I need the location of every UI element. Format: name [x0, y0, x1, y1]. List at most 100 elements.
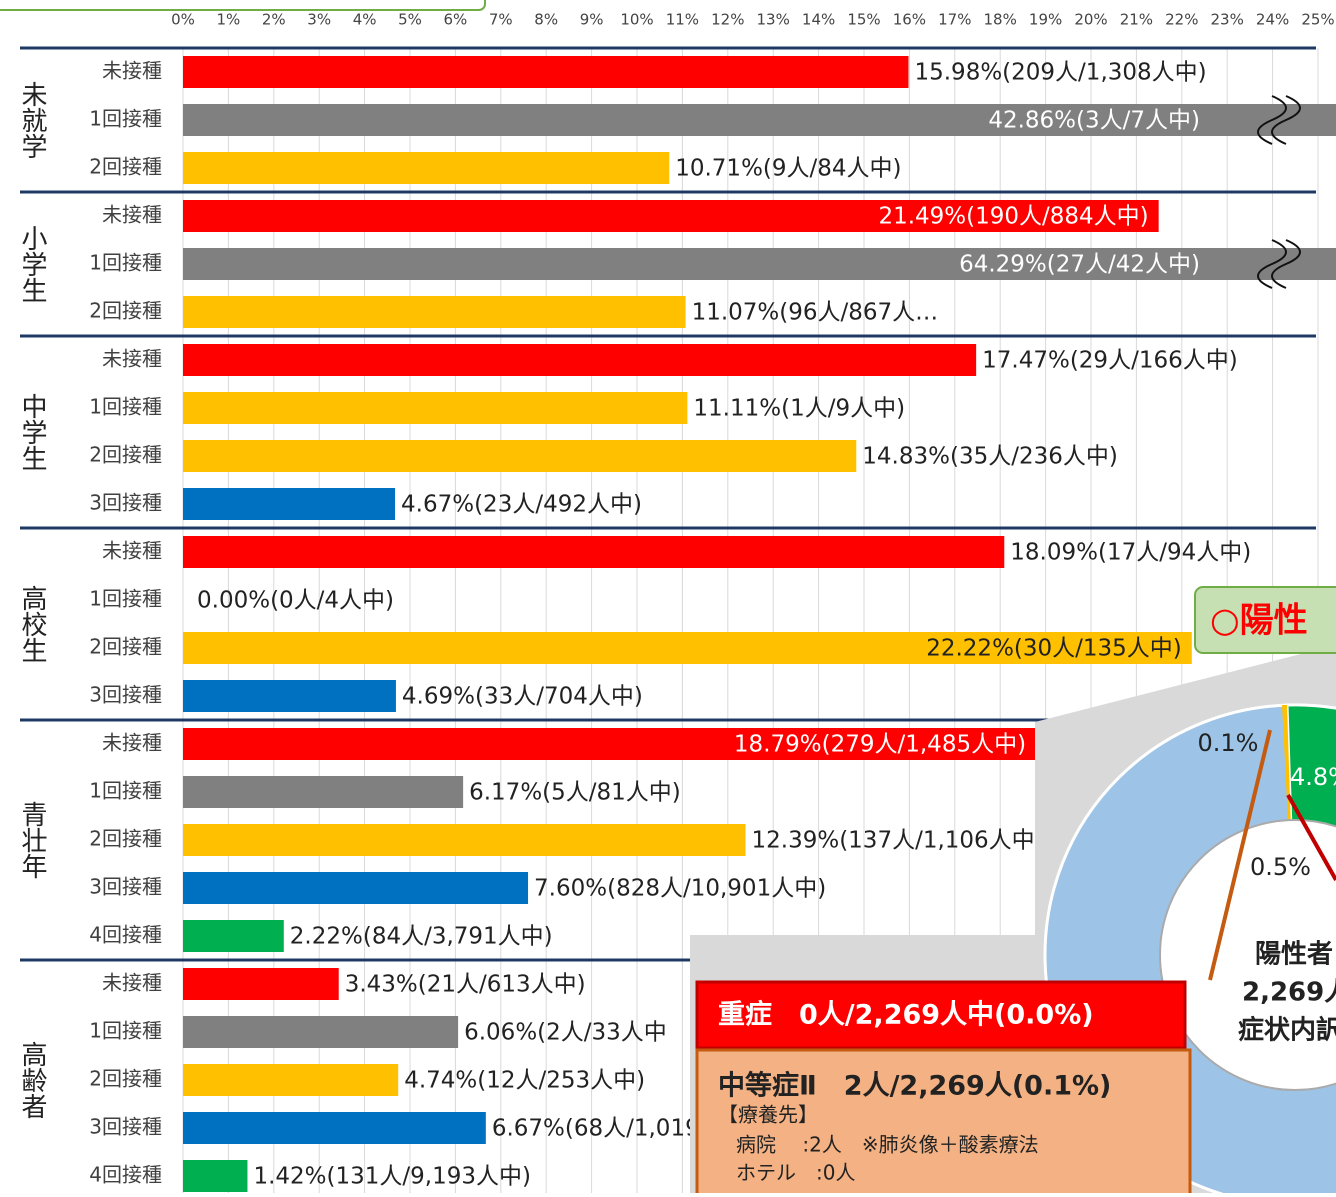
x-tick-label: 8% — [534, 11, 558, 29]
bar — [183, 296, 686, 328]
donut-hole — [1159, 819, 1336, 1091]
category-label: 2回接種 — [89, 635, 162, 659]
bar — [183, 344, 977, 376]
category-label: 1回接種 — [89, 251, 162, 275]
leader — [1208, 729, 1272, 981]
category-label: 2回接種 — [89, 827, 162, 851]
bar — [183, 632, 1192, 664]
group-label: 青壮年 — [17, 801, 47, 879]
bar — [183, 536, 1005, 568]
bar — [183, 1112, 486, 1144]
care-title: 【療養先】 — [718, 1103, 818, 1127]
value-label: 21.49%(190人/884人中) — [878, 204, 1148, 230]
x-tick-label: 9% — [580, 11, 604, 29]
x-tick-label: 15% — [847, 11, 880, 29]
x-tick-label: 21% — [1120, 11, 1153, 29]
x-tick-label: 24% — [1256, 11, 1289, 29]
x-tick-label: 12% — [711, 11, 744, 29]
axis-break — [1257, 95, 1301, 145]
category-label: 未接種 — [102, 539, 162, 563]
group-label: 小学生 — [17, 225, 47, 303]
value-label: 0.00%(0人/4人中) — [197, 588, 394, 614]
bar — [183, 152, 670, 184]
bar — [183, 488, 396, 520]
axis-break — [1257, 239, 1301, 289]
value-label: 18.79%(279人/1,485人中) — [734, 732, 1026, 758]
value-label: 10.71%(9人/84人中) — [675, 156, 901, 182]
center-text: 陽性者 — [1255, 940, 1333, 970]
category-label: 1回接種 — [89, 779, 162, 803]
bar — [183, 104, 1336, 136]
value-label: 11.11%(1人/9人中) — [693, 396, 905, 422]
category-label: 1回接種 — [89, 395, 162, 419]
bar — [183, 920, 284, 952]
top-box — [0, 0, 486, 11]
severe-box — [695, 980, 1187, 1050]
value-label: 22.22%(30人/135人中) — [926, 636, 1182, 662]
x-tick-label: 14% — [802, 11, 835, 29]
value-label: 42.86%(3人/7人中) — [988, 108, 1200, 134]
value-label: 12.39%(137人/1,106人中) — [752, 828, 1044, 854]
bar — [183, 200, 1159, 232]
pie-label: 4.8% — [1290, 763, 1336, 791]
category-label: 未接種 — [102, 59, 162, 83]
value-label: 4.69%(33人/704人中) — [402, 684, 643, 710]
x-tick-label: 4% — [353, 11, 377, 29]
category-label: 4回接種 — [89, 1163, 162, 1187]
pie-label: 0.1% — [1198, 729, 1259, 757]
category-label: 1回接種 — [89, 1019, 162, 1043]
category-label: 3回接種 — [89, 1115, 162, 1139]
group-label: 未就学 — [17, 81, 47, 159]
x-tick-label: 16% — [893, 11, 926, 29]
value-label: 3.43%(21人/613人中) — [345, 972, 586, 998]
value-label: 64.29%(27人/42人中) — [959, 252, 1200, 278]
value-label: 4.67%(23人/492人中) — [401, 492, 642, 518]
bar — [183, 824, 746, 856]
value-label: 4.74%(12人/253人中) — [404, 1068, 645, 1094]
value-label: 18.09%(17人/94人中) — [1010, 540, 1251, 566]
x-tick-label: 0% — [171, 11, 195, 29]
category-label: 2回接種 — [89, 1067, 162, 1091]
header: ○陽性 — [1210, 601, 1308, 641]
category-label: 3回接種 — [89, 491, 162, 515]
bar — [183, 872, 529, 904]
category-label: 未接種 — [102, 347, 162, 371]
category-label: 未接種 — [102, 971, 162, 995]
category-label: 3回接種 — [89, 683, 162, 707]
category-label: 2回接種 — [89, 443, 162, 467]
header-box — [1194, 586, 1336, 654]
category-label: 1回接種 — [89, 587, 162, 611]
moderate: 中等症Ⅱ 2人/2,269人(0.1%) — [718, 1070, 1111, 1102]
bar — [183, 1160, 248, 1192]
x-tick-label: 7% — [489, 11, 513, 29]
x-tick-label: 17% — [938, 11, 971, 29]
group-label: 高校生 — [17, 585, 47, 663]
value-label: 2.22%(84人/3,791人中) — [290, 924, 553, 950]
bar — [183, 248, 1336, 280]
pie-label: 0.5% — [1250, 853, 1311, 881]
bar — [183, 1016, 459, 1048]
value-label: 6.06%(2人/33人中 — [464, 1020, 667, 1046]
overlay: ○陽性 0.1% 4.8% 0.5% 陽性者 2,269人 症状内訳 重症 0人… — [690, 586, 1336, 1197]
x-tick-label: 19% — [1029, 11, 1062, 29]
x-tick-label: 5% — [398, 11, 422, 29]
x-tick-label: 11% — [666, 11, 699, 29]
bar — [183, 440, 857, 472]
x-tick-label: 23% — [1211, 11, 1244, 29]
group-label: 高齢者 — [17, 1041, 47, 1119]
x-tick-label: 20% — [1074, 11, 1107, 29]
x-tick-label: 10% — [620, 11, 653, 29]
bar — [183, 680, 396, 712]
x-tick-label: 1% — [217, 11, 241, 29]
category-label: 2回接種 — [89, 155, 162, 179]
value-label: 11.07%(96人/867人… — [692, 300, 939, 326]
bar — [183, 968, 339, 1000]
category-label: 未接種 — [102, 731, 162, 755]
bar — [183, 56, 909, 88]
value-label: 7.60%(828人/10,901人中) — [534, 876, 826, 902]
value-label: 14.83%(35人/236人中) — [862, 444, 1118, 470]
x-tick-label: 25% — [1301, 11, 1334, 29]
x-tick-label: 6% — [444, 11, 468, 29]
category-label: 3回接種 — [89, 875, 162, 899]
